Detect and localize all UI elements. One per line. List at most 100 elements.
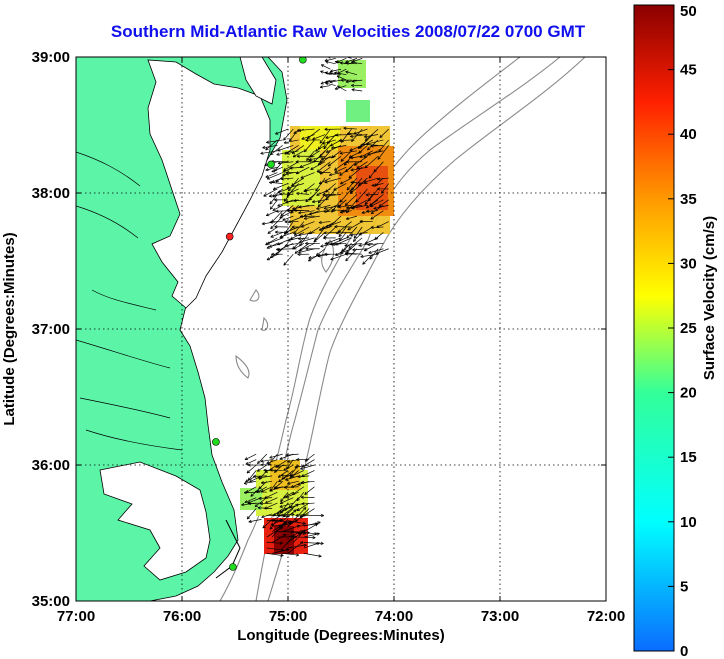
velocity-vector [346, 199, 358, 214]
velocity-vector-head [303, 521, 306, 525]
velocity-vector [283, 508, 294, 518]
grid [76, 57, 606, 601]
velocity-vector-head [291, 226, 295, 229]
velocity-vector-head [247, 477, 250, 481]
velocity-vector [368, 248, 384, 254]
velocity-vector [355, 188, 368, 203]
velocity-vector-head [246, 470, 249, 474]
velocity-vector-head [245, 489, 249, 493]
velocity-vector-head [365, 139, 369, 141]
velocity-vector-head [289, 505, 293, 508]
velocity-vector [293, 128, 305, 134]
velocity-vector-head [328, 165, 332, 167]
velocity-vector [330, 237, 347, 246]
velocity-vector-head [369, 256, 371, 260]
velocity-vector-head [288, 505, 290, 509]
velocity-vector [266, 172, 283, 180]
velocity-vector [276, 464, 289, 467]
velocity-vector [303, 533, 320, 538]
river-inlets [76, 151, 183, 451]
velocity-vector-head [343, 162, 346, 166]
velocity-vector-head [340, 139, 343, 143]
velocity-vector [273, 183, 289, 190]
velocity-vector-head [285, 548, 289, 550]
velocity-vector-head [303, 148, 306, 152]
velocity-vector-head [287, 481, 290, 485]
velocity-vector-head [269, 455, 273, 459]
velocity-vector [351, 61, 363, 65]
velocity-vector-head [289, 477, 293, 479]
velocity-vector-head [344, 163, 348, 166]
velocity-vector-head [260, 459, 264, 462]
velocity-vector-head [269, 246, 273, 248]
velocity-vector-head [268, 244, 272, 248]
velocity-vector-head [331, 157, 335, 159]
velocity-vector [335, 232, 352, 234]
velocity-vector-head [318, 201, 322, 204]
velocity-vector-head [280, 177, 284, 180]
velocity-vector-head [338, 206, 342, 209]
velocity-vector [309, 188, 321, 201]
velocity-vector [283, 464, 294, 471]
velocity-vector [267, 226, 278, 234]
velocity-vector [353, 128, 368, 135]
velocity-vector-head [308, 255, 312, 259]
velocity-vector-head [355, 199, 358, 203]
velocity-vector-head [263, 193, 266, 197]
velocity-vector-head [306, 157, 308, 161]
velocity-vector-head [280, 474, 284, 477]
y-tick-label: 37:00 [32, 321, 70, 338]
velocity-vector-head [274, 471, 278, 473]
velocity-vector-head [328, 72, 332, 75]
velocity-vector-head [283, 262, 285, 266]
velocity-vector-head [352, 248, 356, 251]
velocity-vector [334, 85, 347, 90]
velocity-vector-head [295, 160, 299, 163]
velocity-vector-head [319, 229, 323, 232]
velocity-vector-head [351, 83, 355, 86]
velocity-vector-head [280, 526, 283, 530]
velocity-vector-head [331, 146, 334, 149]
velocity-vector [266, 210, 278, 217]
colorbar-tick-label: 50 [680, 3, 697, 20]
velocity-vector-head [307, 135, 309, 139]
velocity-vector-head [338, 205, 342, 208]
velocity-vector-head [267, 463, 271, 466]
velocity-vector-head [261, 482, 265, 485]
velocity-vector-head [351, 138, 353, 142]
velocity-vector-head [290, 473, 294, 477]
velocity-vector-head [378, 203, 381, 207]
velocity-vector-head [369, 202, 372, 206]
velocity-vector-head [300, 482, 304, 485]
velocity-vector-head [297, 476, 301, 479]
velocity-vector-head [278, 479, 281, 482]
velocity-vector-head [340, 79, 344, 82]
velocity-vector-head [301, 464, 304, 468]
velocity-vector-head [360, 256, 364, 259]
velocity-vector-head [283, 263, 287, 266]
velocity-vector-head [324, 60, 328, 62]
velocity-vector-head [300, 541, 304, 543]
velocity-vector-head [286, 193, 289, 197]
velocity-vector-head [308, 159, 313, 161]
velocity-vector-head [243, 492, 247, 495]
velocity-vector-head [316, 192, 319, 196]
velocity-vector-head [280, 214, 284, 217]
velocity-vector-head [377, 188, 381, 191]
velocity-vector [309, 150, 320, 158]
velocity-vector-head [348, 177, 352, 179]
velocity-vector [337, 221, 352, 233]
velocity-vector [303, 553, 322, 557]
velocity-vector-head [375, 251, 379, 254]
velocity-vector-head [358, 245, 362, 247]
velocity-vector-head [262, 525, 265, 529]
velocity-vector-head [294, 465, 298, 468]
velocity-vector-head [286, 208, 290, 211]
velocity-vector-head [283, 198, 286, 202]
velocity-vector [339, 150, 357, 154]
velocity-vector-head [362, 263, 366, 265]
velocity-vector-head [280, 499, 284, 502]
velocity-vector [248, 519, 262, 523]
velocity-vector-head [295, 171, 299, 174]
colorbar-label: Surface Velocity (cm/s) [701, 216, 718, 380]
